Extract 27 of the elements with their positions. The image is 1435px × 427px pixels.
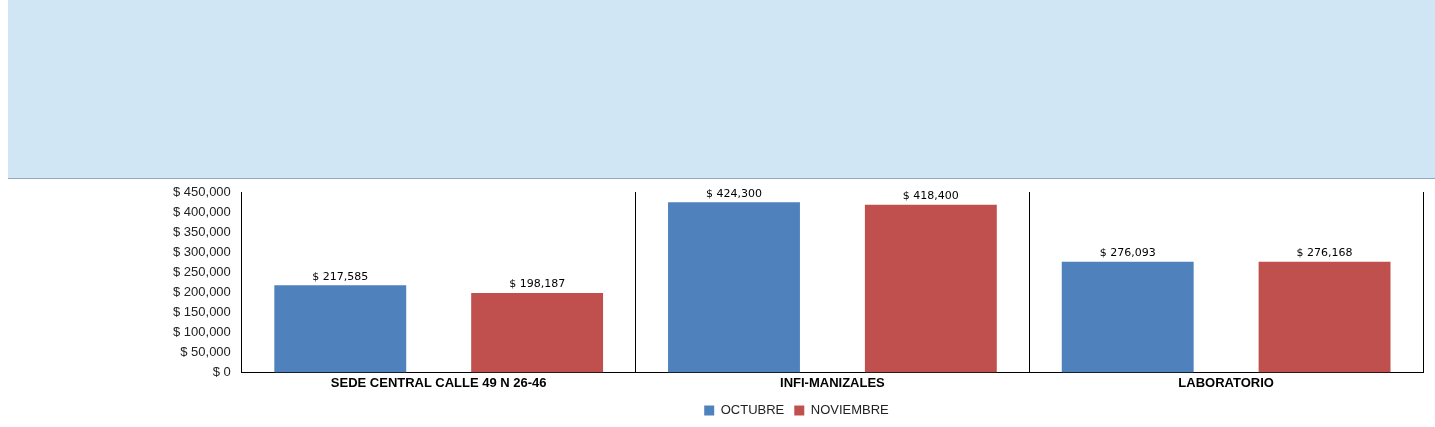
y-tick-label: $ 0 bbox=[212, 363, 231, 379]
bar bbox=[1061, 261, 1194, 373]
data-label: $ 198,187 bbox=[509, 277, 566, 291]
y-tick-label: $ 250,000 bbox=[172, 263, 231, 279]
data-label: $ 276,168 bbox=[1296, 246, 1353, 260]
x-tick-label: SEDE CENTRAL CALLE 49 N 26-46 bbox=[330, 374, 547, 390]
bar bbox=[668, 202, 800, 373]
y-tick-label: $ 450,000 bbox=[172, 183, 231, 199]
x-tick-label: LABORATORIO bbox=[1178, 374, 1274, 390]
data-label: $ 217,585 bbox=[312, 269, 369, 283]
data-label: $ 418,400 bbox=[902, 189, 959, 203]
data-label: $ 276,093 bbox=[1099, 246, 1156, 260]
legend-label: NOVIEMBRE bbox=[810, 402, 890, 418]
data-label: $ 424,300 bbox=[705, 186, 762, 200]
legend-label: OCTUBRE bbox=[720, 402, 785, 418]
y-tick-label: $ 100,000 bbox=[172, 323, 231, 339]
bar bbox=[471, 292, 604, 373]
y-tick-label: $ 300,000 bbox=[172, 243, 231, 259]
x-tick-label: INFI-MANIZALES bbox=[780, 374, 886, 390]
y-tick-label: $ 400,000 bbox=[172, 203, 231, 219]
y-tick-label: $ 150,000 bbox=[172, 303, 231, 319]
bar bbox=[864, 204, 997, 373]
y-tick-label: $ 50,000 bbox=[180, 343, 231, 359]
y-tick-label: $ 350,000 bbox=[172, 223, 231, 239]
y-tick-label: $ 200,000 bbox=[172, 283, 231, 299]
bar bbox=[274, 285, 407, 373]
bar bbox=[1258, 261, 1391, 373]
